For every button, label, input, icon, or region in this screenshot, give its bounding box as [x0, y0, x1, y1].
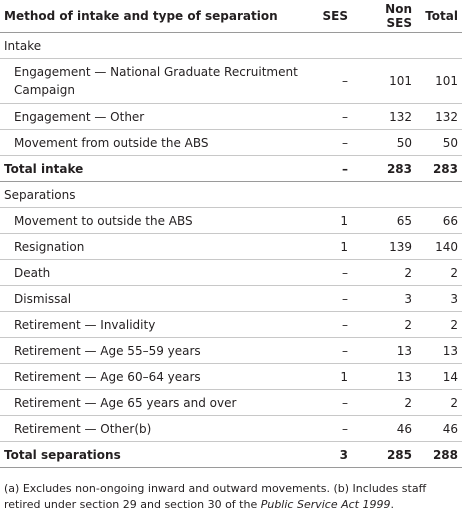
ses-cell: –: [306, 285, 352, 312]
table-row: Engagement — Other – 132 132: [0, 103, 462, 130]
total-cell: 13: [416, 337, 462, 364]
row-label: Retirement — Age 60–64 years: [0, 363, 306, 390]
row-label: Retirement — Age 65 years and over: [0, 389, 306, 416]
header-ses: SES: [306, 0, 352, 33]
non-ses-cell: 132: [352, 103, 416, 130]
footnote-end: .: [390, 498, 395, 511]
header-total: Total: [416, 0, 462, 33]
row-label: Movement to outside the ABS: [0, 207, 306, 234]
row-label: Engagement — Other: [0, 103, 306, 130]
non-ses-cell: 101: [352, 58, 416, 104]
table-row: Retirement — Age 60–64 years 1 13 14: [0, 363, 462, 390]
ses-cell: –: [306, 337, 352, 364]
total-cell: 2: [416, 311, 462, 338]
ses-cell: 1: [306, 233, 352, 260]
non-ses-cell: 13: [352, 337, 416, 364]
section-row-intake: Intake: [0, 32, 462, 59]
total-intake-non-ses: 283: [352, 155, 416, 182]
table-row: Dismissal – 3 3: [0, 285, 462, 312]
total-separations-non-ses: 285: [352, 441, 416, 468]
total-intake-label: Total intake: [0, 155, 306, 182]
row-label: Retirement — Other(b): [0, 415, 306, 442]
non-ses-cell: 2: [352, 311, 416, 338]
total-cell: 14: [416, 363, 462, 390]
row-label: Engagement — National Graduate Recruitme…: [0, 58, 306, 104]
total-cell: 66: [416, 207, 462, 234]
table-row: Engagement — National Graduate Recruitme…: [0, 58, 462, 104]
header-method: Method of intake and type of separation: [0, 0, 306, 33]
total-separations-ses: 3: [306, 441, 352, 468]
total-cell: 50: [416, 129, 462, 156]
non-ses-cell: 2: [352, 389, 416, 416]
table-footnote: (a) Excludes non-ongoing inward and outw…: [4, 481, 456, 513]
table-row: Resignation 1 139 140: [0, 233, 462, 260]
non-ses-cell: 3: [352, 285, 416, 312]
section-row-separations: Separations: [0, 181, 462, 208]
table-header-row: Method of intake and type of separation …: [0, 0, 462, 33]
table-row: Death – 2 2: [0, 259, 462, 286]
table-row: Retirement — Age 65 years and over – 2 2: [0, 389, 462, 416]
total-cell: 132: [416, 103, 462, 130]
ses-cell: –: [306, 129, 352, 156]
row-label: Retirement — Invalidity: [0, 311, 306, 338]
table-row: Retirement — Age 55–59 years – 13 13: [0, 337, 462, 364]
total-intake-ses: –: [306, 155, 352, 182]
row-label: Movement from outside the ABS: [0, 129, 306, 156]
section-label-intake: Intake: [0, 32, 462, 59]
non-ses-cell: 65: [352, 207, 416, 234]
total-intake-row: Total intake – 283 283: [0, 155, 462, 182]
row-label: Dismissal: [0, 285, 306, 312]
total-separations-label: Total separations: [0, 441, 306, 468]
non-ses-cell: 139: [352, 233, 416, 260]
ses-cell: –: [306, 415, 352, 442]
total-separations-total: 288: [416, 441, 462, 468]
total-cell: 3: [416, 285, 462, 312]
footnote-text: (a) Excludes non-ongoing inward and outw…: [4, 482, 427, 511]
total-separations-row: Total separations 3 285 288: [0, 441, 462, 468]
ses-cell: 1: [306, 207, 352, 234]
row-label: Resignation: [0, 233, 306, 260]
table-row: Movement from outside the ABS – 50 50: [0, 129, 462, 156]
non-ses-cell: 50: [352, 129, 416, 156]
table-row: Movement to outside the ABS 1 65 66: [0, 207, 462, 234]
total-cell: 140: [416, 233, 462, 260]
ses-cell: 1: [306, 363, 352, 390]
non-ses-cell: 2: [352, 259, 416, 286]
row-label: Death: [0, 259, 306, 286]
total-intake-total: 283: [416, 155, 462, 182]
ses-cell: –: [306, 389, 352, 416]
total-cell: 46: [416, 415, 462, 442]
row-label: Retirement — Age 55–59 years: [0, 337, 306, 364]
table-row: Retirement — Other(b) – 46 46: [0, 415, 462, 442]
section-label-separations: Separations: [0, 181, 462, 208]
ses-cell: –: [306, 103, 352, 130]
total-cell: 2: [416, 259, 462, 286]
intake-separation-table: Method of intake and type of separation …: [0, 0, 462, 468]
total-cell: 2: [416, 389, 462, 416]
footnote-act-name: Public Service Act 1999: [260, 498, 391, 511]
ses-cell: –: [306, 259, 352, 286]
ses-cell: –: [306, 311, 352, 338]
header-non-ses: Non SES: [352, 0, 416, 33]
ses-cell: –: [306, 58, 352, 104]
table-row: Retirement — Invalidity – 2 2: [0, 311, 462, 338]
non-ses-cell: 13: [352, 363, 416, 390]
total-cell: 101: [416, 58, 462, 104]
non-ses-cell: 46: [352, 415, 416, 442]
